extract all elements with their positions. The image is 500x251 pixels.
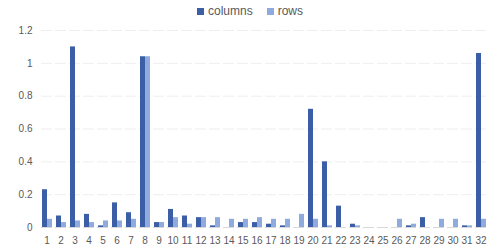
svg-text:9: 9 [156,235,162,246]
svg-text:11: 11 [182,235,193,246]
svg-text:1: 1 [27,58,33,69]
svg-text:24: 24 [363,235,375,246]
svg-text:19: 19 [293,235,305,246]
svg-text:0.8: 0.8 [19,90,33,101]
svg-text:30: 30 [447,235,459,246]
svg-text:0.4: 0.4 [19,156,33,167]
svg-text:25: 25 [377,235,389,246]
svg-text:1.2: 1.2 [19,25,33,36]
html-text:columns: columns [208,4,253,18]
svg-text:31: 31 [461,235,473,246]
svg-text:3: 3 [72,235,78,246]
svg-text:21: 21 [321,235,333,246]
svg-text:2: 2 [58,235,64,246]
svg-text:8: 8 [142,235,148,246]
svg-text:0: 0 [27,222,33,233]
html-text:rows: rows [277,4,303,18]
svg-text:12: 12 [195,235,207,246]
svg-text:5: 5 [100,235,106,246]
svg-text:18: 18 [279,235,291,246]
svg-text:27: 27 [405,235,417,246]
svg-text:0.6: 0.6 [19,123,33,134]
svg-text:22: 22 [335,235,347,246]
svg-text:32: 32 [475,235,487,246]
svg-text:29: 29 [433,235,445,246]
svg-text:0.2: 0.2 [19,189,33,200]
svg-text:17: 17 [265,235,277,246]
svg-text:26: 26 [391,235,403,246]
svg-text:28: 28 [419,235,431,246]
svg-text:15: 15 [237,235,249,246]
svg-text:23: 23 [349,235,361,246]
svg-text:20: 20 [307,235,319,246]
svg-text:16: 16 [251,235,263,246]
svg-text:14: 14 [223,235,235,246]
svg-text:10: 10 [167,235,179,246]
svg-text:4: 4 [86,235,92,246]
svg-text:13: 13 [209,235,221,246]
svg-text:7: 7 [128,235,134,246]
svg-text:1: 1 [44,235,50,246]
svg-text:6: 6 [114,235,120,246]
